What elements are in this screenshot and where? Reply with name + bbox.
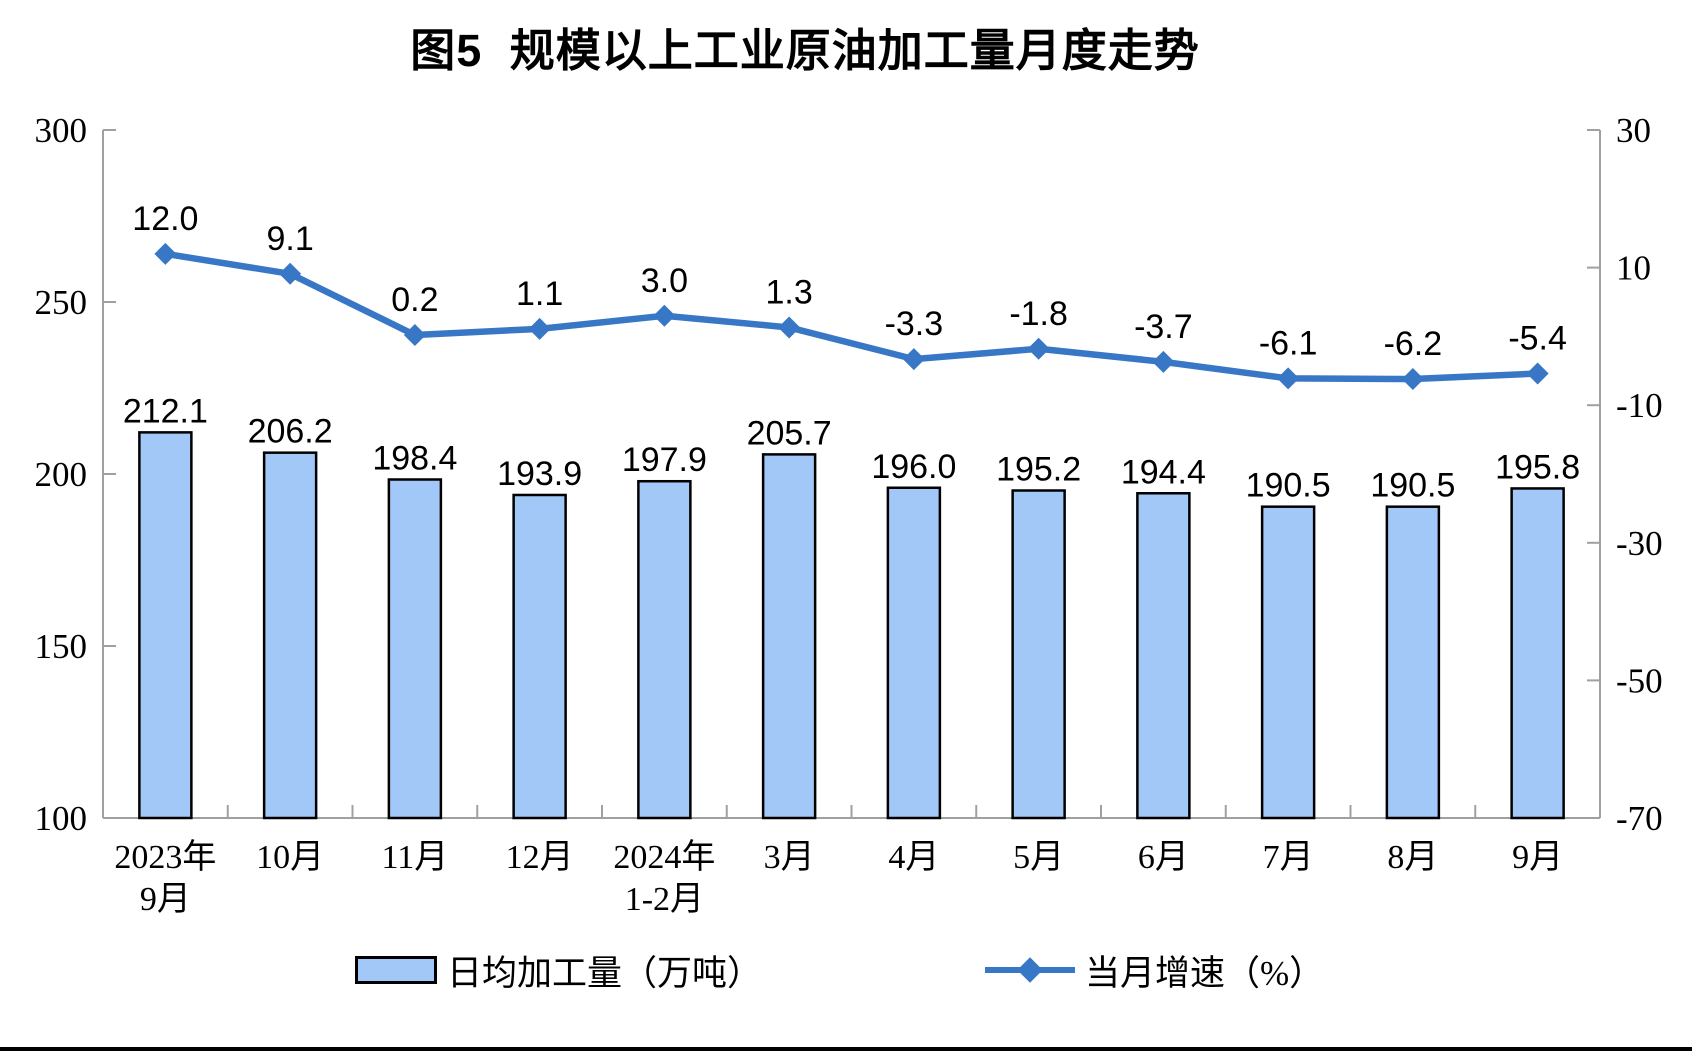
diamond-marker-icon (902, 348, 925, 371)
bar-value-label: 190.5 (1246, 467, 1331, 505)
x-axis-category-label: 9月 (1512, 839, 1563, 876)
bar-value-label: 206.2 (248, 413, 333, 451)
right-axis-tick-label: -30 (1616, 524, 1663, 563)
x-axis-category-label: 2024年 (613, 838, 715, 876)
bar-2024年1-2月 (637, 479, 692, 820)
x-axis-category-label: 10月 (256, 839, 324, 876)
x-axis-category-label: 8月 (1387, 839, 1438, 876)
line-value-label: -5.4 (1508, 320, 1567, 358)
x-axis-category-label: 3月 (764, 839, 815, 876)
x-axis-category-label: 9月 (140, 881, 191, 918)
diamond-marker-icon (1027, 337, 1050, 360)
x-axis-category-label: 2023年 (114, 838, 216, 876)
right-axis-tick-label: -10 (1616, 386, 1663, 425)
growth-line (162, 250, 1541, 383)
bar-12月 (512, 493, 567, 820)
right-axis-tick-label: -50 (1616, 661, 1663, 700)
diamond-marker-icon (154, 242, 177, 265)
bar-7月 (1260, 505, 1316, 820)
line-value-label: -6.2 (1384, 325, 1443, 363)
bar-2023年9月 (138, 431, 193, 820)
line-value-label: 3.0 (641, 262, 688, 300)
bar-value-label: 198.4 (372, 440, 457, 478)
x-axis-category-label: 6月 (1138, 839, 1189, 876)
diamond-marker-icon (653, 304, 676, 327)
line-value-label: 0.2 (391, 281, 438, 319)
bar-legend-label: 日均加工量（万吨） (447, 953, 763, 993)
bar-value-label: 194.4 (1121, 453, 1206, 491)
diamond-marker-icon (528, 317, 551, 340)
legend-item-bar: 日均加工量（万吨） (355, 948, 762, 993)
line-value-label: 12.0 (132, 200, 198, 238)
diamond-marker-icon (1017, 957, 1043, 983)
bar-value-label: 205.7 (747, 414, 832, 452)
left-axis-tick-label: 200 (35, 455, 88, 494)
diamond-marker-icon (1526, 362, 1549, 385)
x-axis-category-label: 11月 (382, 839, 449, 876)
line-value-label: -6.1 (1259, 324, 1318, 362)
bar-10月 (262, 451, 318, 820)
diamond-marker-icon (403, 324, 426, 347)
x-axis-category-label: 5月 (1013, 839, 1064, 876)
legend-item-line: 当月增速（%） (985, 948, 1324, 993)
bar-value-label: 193.9 (497, 455, 582, 493)
bottom-rule (0, 1047, 1692, 1051)
bar-8月 (1385, 505, 1441, 820)
bar-9月 (1510, 487, 1565, 820)
bar-4月 (886, 486, 942, 820)
line-value-label: 1.1 (516, 275, 563, 313)
diamond-marker-icon (1152, 350, 1175, 373)
x-axis-category-label: 12月 (506, 839, 574, 876)
bar-value-label: 195.2 (996, 451, 1081, 489)
right-axis-tick-label: -70 (1616, 799, 1663, 838)
line-value-label: 1.3 (765, 273, 812, 311)
x-axis-category-label: 1-2月 (625, 881, 704, 918)
line-value-label: -3.3 (885, 305, 944, 343)
line-value-label: 9.1 (266, 220, 313, 258)
right-axis-tick-label: 10 (1616, 249, 1651, 288)
right-axis-tick-label: 30 (1616, 111, 1651, 150)
left-axis-tick-label: 300 (35, 111, 88, 150)
chart-title: 图5 规模以上工业原油加工量月度走势 (410, 25, 1200, 76)
x-axis-category-label: 4月 (888, 839, 939, 876)
line-value-label: -3.7 (1134, 308, 1193, 346)
line-legend-marker (985, 956, 1075, 984)
bar-3月 (761, 453, 817, 820)
bar-11月 (387, 478, 443, 820)
diamond-marker-icon (279, 262, 302, 285)
bar-value-label: 212.1 (123, 392, 208, 430)
x-axis-category-label: 7月 (1263, 839, 1314, 876)
bar-value-label: 190.5 (1370, 467, 1455, 505)
bar-legend-swatch (355, 956, 437, 984)
line-value-label: -1.8 (1009, 295, 1068, 333)
left-axis-tick-label: 250 (35, 283, 88, 322)
bar-5月 (1011, 489, 1066, 820)
bar-value-label: 197.9 (622, 441, 707, 479)
bar-value-label: 196.0 (871, 448, 956, 486)
diamond-marker-icon (778, 316, 801, 339)
diamond-marker-icon (1277, 367, 1300, 390)
diamond-marker-icon (1401, 368, 1424, 391)
bar-6月 (1136, 492, 1191, 820)
bar-value-label: 195.8 (1495, 448, 1580, 486)
left-axis-tick-label: 100 (35, 799, 88, 838)
line-legend-label: 当月增速（%） (1085, 953, 1325, 993)
left-axis-tick-label: 150 (35, 627, 88, 666)
